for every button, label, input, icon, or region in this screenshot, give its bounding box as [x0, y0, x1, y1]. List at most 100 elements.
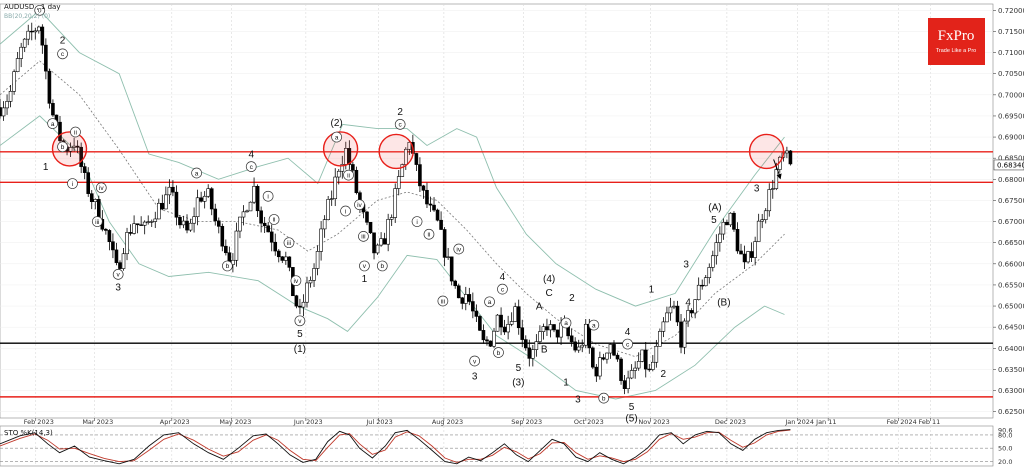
candle-bearish [287, 256, 292, 268]
candle-bullish [5, 101, 9, 109]
candle-bullish [37, 26, 41, 32]
wave-label: 4 [500, 272, 506, 283]
candle-bullish [756, 220, 761, 242]
candle-bullish [132, 223, 136, 234]
candle-bearish [29, 30, 34, 33]
wave-label: b [497, 350, 501, 357]
wave-label-circle [67, 178, 78, 189]
candle-bearish [432, 204, 436, 211]
highlight-circle [378, 133, 414, 170]
candle-bullish [326, 199, 330, 220]
candle-bullish [534, 341, 539, 350]
wave-label-circle [359, 260, 370, 272]
candle-bullish [696, 284, 701, 300]
wave-label: i [345, 208, 346, 215]
candle-bearish [555, 329, 560, 338]
candle-bearish [591, 347, 595, 368]
logo-background [928, 18, 985, 65]
wave-label: 2 [60, 35, 66, 46]
candle-bullish [389, 217, 394, 220]
wave-label: i [416, 219, 417, 226]
candle-bearish [619, 358, 623, 381]
candle-bullish [753, 241, 757, 258]
wave-label: 0 [38, 8, 42, 15]
candle-bearish [573, 341, 577, 351]
candle-bearish [449, 256, 454, 282]
candle-bullish [583, 323, 588, 346]
candle-bullish [315, 251, 320, 269]
wave-label-circle [331, 131, 342, 143]
candle-bearish [209, 188, 214, 210]
wave-label-circle [112, 269, 124, 280]
candle-bearish [294, 295, 299, 307]
candle-bullish [301, 301, 306, 308]
candle-bullish [319, 228, 323, 252]
candle-bullish [686, 310, 690, 322]
wave-label-circle [268, 214, 280, 225]
candle-bearish [368, 221, 373, 234]
wave-label: a [195, 170, 199, 177]
wave-label-circle [47, 118, 58, 129]
wave-label: 3 [115, 283, 121, 294]
candle-bullish [661, 321, 666, 332]
candle-bearish [594, 366, 599, 377]
candle-bearish [82, 166, 87, 173]
stochastic-oscillator: 90.680.0 50.0 20.0 [0, 427, 1012, 466]
candle-bullish [654, 346, 659, 363]
candle-bullish [386, 219, 390, 245]
wave-label: 4 [248, 149, 254, 160]
candle-bearish [86, 172, 91, 194]
candle-bearish [104, 228, 108, 231]
wave-label: 5 [297, 329, 303, 340]
wave-label: b [380, 263, 384, 270]
candle-bullish [774, 169, 779, 189]
wave-label: C [546, 288, 553, 299]
wave-label: iii [441, 298, 445, 305]
candle-bullish [707, 267, 712, 278]
x-tick-label: Apr 2023 [160, 418, 190, 426]
x-tick-label: Oct 2023 [574, 418, 604, 426]
candle-bearish [460, 297, 465, 304]
candle-bullish [322, 219, 327, 230]
wave-label: v [473, 358, 477, 365]
wave-label-circle [411, 216, 423, 227]
candle-bullish [785, 150, 789, 154]
wave-label: 5 [629, 402, 635, 413]
wave-label: i [267, 194, 268, 201]
candle-bullish [241, 211, 246, 218]
grid [0, 3, 994, 467]
candle-bullish [760, 219, 764, 222]
candle-bearish [174, 191, 179, 218]
candle-bearish [612, 344, 616, 356]
candle-bullish [513, 306, 517, 322]
candle-bullish [407, 142, 412, 150]
candle-bullish [26, 30, 31, 40]
wave-label-circle [343, 169, 354, 181]
x-tick-label: Jan 11 [815, 418, 836, 426]
candle-bearish [135, 223, 140, 226]
candle-bullish [206, 188, 210, 197]
fxpro-logo[interactable]: FxPro Trade Like a Pro [928, 18, 985, 65]
candle-bullish [541, 326, 546, 332]
wave-label: 1 [649, 285, 655, 296]
wave-label: ii [347, 172, 350, 179]
wave-label: 3 [683, 259, 689, 270]
candle-bullish [22, 38, 27, 48]
x-tick-label: Sep 2023 [511, 418, 542, 426]
candle-bearish [220, 226, 225, 247]
candle-bearish [421, 185, 426, 191]
candle-bullish [714, 242, 719, 257]
highlight-circle [322, 131, 359, 167]
candle-bullish [8, 91, 13, 102]
logo-tagline: Trade Like a Pro [936, 48, 976, 54]
wave-label: 4 [625, 327, 631, 338]
wave-label: (5) [625, 414, 637, 425]
candle-bearish [471, 301, 475, 312]
bollinger-bands [0, 9, 785, 400]
wave-label: 5 [711, 215, 717, 226]
candle-bullish [125, 232, 129, 255]
wave-label: (3) [512, 378, 524, 389]
